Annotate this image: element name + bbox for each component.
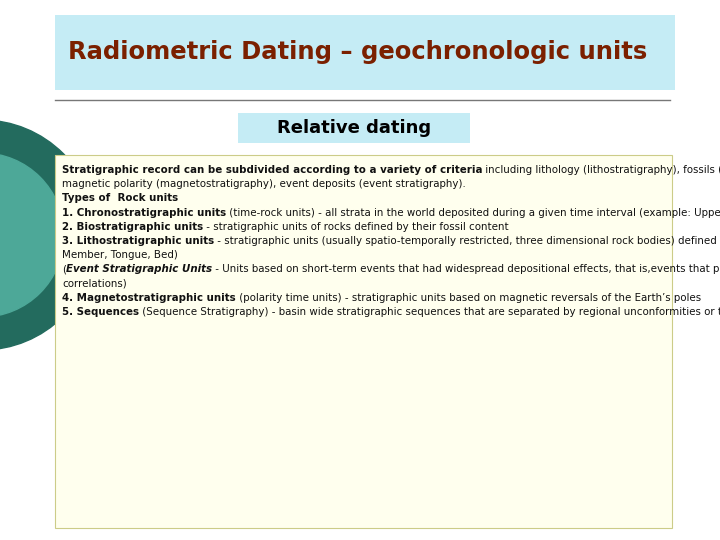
Text: 5. Sequences: 5. Sequences bbox=[62, 307, 139, 317]
Text: (time-rock units) - all strata in the world deposited during a given time interv: (time-rock units) - all strata in the wo… bbox=[226, 207, 720, 218]
Text: 3. Lithostratigraphic units: 3. Lithostratigraphic units bbox=[62, 236, 214, 246]
Text: (: ( bbox=[62, 265, 66, 274]
Text: - stratigraphic units of rocks defined by their fossil content: - stratigraphic units of rocks defined b… bbox=[203, 222, 509, 232]
Text: - Units based on short-term events that had widespread depositional effects, tha: - Units based on short-term events that … bbox=[212, 265, 720, 274]
Bar bbox=[55, 15, 675, 90]
Text: magnetic polarity (magnetostratigraphy), event deposits (event stratigraphy).: magnetic polarity (magnetostratigraphy),… bbox=[62, 179, 466, 189]
Text: 2. Biostratigraphic units: 2. Biostratigraphic units bbox=[62, 222, 203, 232]
Text: correlations): correlations) bbox=[62, 279, 127, 288]
Bar bbox=[55, 155, 672, 528]
Text: Member, Tongue, Bed): Member, Tongue, Bed) bbox=[62, 250, 178, 260]
Text: 1. Chronostratigraphic units: 1. Chronostratigraphic units bbox=[62, 207, 226, 218]
Text: Stratigraphic record can be subdivided according to a variety of criteria: Stratigraphic record can be subdivided a… bbox=[62, 165, 482, 175]
Bar bbox=[238, 113, 470, 143]
Text: Types of  Rock units: Types of Rock units bbox=[62, 193, 178, 204]
Text: Event Stratigraphic Units: Event Stratigraphic Units bbox=[66, 265, 212, 274]
Text: Relative dating: Relative dating bbox=[277, 119, 431, 137]
Text: (Sequence Stratigraphy) - basin wide stratigraphic sequences that are separated : (Sequence Stratigraphy) - basin wide str… bbox=[139, 307, 720, 317]
Text: - stratigraphic units (usually spatio-temporally restricted, three dimensional r: - stratigraphic units (usually spatio-te… bbox=[214, 236, 720, 246]
Circle shape bbox=[0, 153, 64, 317]
Text: including lithology (lithostratigraphy), fossils (biostratigraphy, ecostratigrap: including lithology (lithostratigraphy),… bbox=[482, 165, 720, 175]
Text: Radiometric Dating – geochronologic units: Radiometric Dating – geochronologic unit… bbox=[68, 40, 647, 64]
Text: (polarity time units) - stratigraphic units based on magnetic reversals of the E: (polarity time units) - stratigraphic un… bbox=[235, 293, 701, 303]
Text: 4. Magnetostratigraphic units: 4. Magnetostratigraphic units bbox=[62, 293, 235, 303]
Circle shape bbox=[0, 120, 97, 350]
